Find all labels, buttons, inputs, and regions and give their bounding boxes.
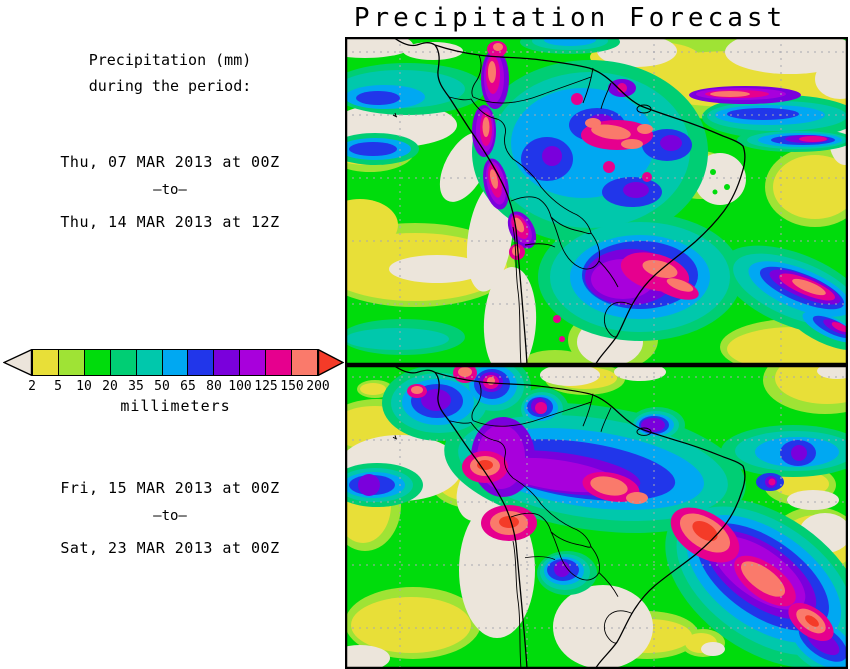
period1-end: Thu, 14 MAR 2013 at 12Z — [60, 213, 280, 231]
heading-line-1: Precipitation (mm) — [88, 51, 252, 69]
period1-start: Thu, 07 MAR 2013 at 00Z — [60, 153, 280, 171]
legend-tick-label: 50 — [154, 379, 170, 394]
legend-tick-label: 150 — [280, 379, 304, 394]
period2-separator: –to– — [153, 508, 187, 524]
legend-tick-label: 10 — [76, 379, 92, 394]
legend-color-box — [57, 349, 85, 376]
legend-color-box — [213, 349, 241, 376]
legend-tick-label: 100 — [228, 379, 252, 394]
page-title: Precipitation Forecast — [353, 3, 787, 33]
legend-color-box — [109, 349, 137, 376]
legend-color-box — [83, 349, 111, 376]
legend-tick-label: 80 — [206, 379, 222, 394]
map-frame-week2 — [345, 365, 848, 669]
legend-color-box — [161, 349, 189, 376]
precip-field-week2 — [345, 365, 848, 669]
color-scale-legend — [3, 349, 344, 376]
legend-color-box — [187, 349, 215, 376]
heading-line-2: during the period: — [88, 77, 252, 95]
legend-color-box — [291, 349, 318, 376]
legend-tick-label: 125 — [254, 379, 278, 394]
legend-tick-label: 65 — [180, 379, 196, 394]
period2-end: Sat, 23 MAR 2013 at 00Z — [60, 539, 280, 557]
period1-separator: –to– — [153, 182, 187, 198]
legend-color-box — [32, 349, 59, 376]
forecast-map-week2 — [345, 365, 848, 669]
legend-color-box — [265, 349, 293, 376]
legend-below-min-arrow — [3, 349, 32, 376]
forecast-map-week1 — [345, 37, 848, 365]
map-frame-week1 — [345, 37, 848, 365]
legend-color-box — [135, 349, 163, 376]
legend-tick-label: 200 — [306, 379, 330, 394]
period2-start: Fri, 15 MAR 2013 at 00Z — [60, 479, 280, 497]
legend-color-box — [239, 349, 267, 376]
legend-tick-label: 35 — [128, 379, 144, 394]
precip-field-week1 — [345, 37, 848, 365]
legend-tick-label: 5 — [54, 379, 62, 394]
lat-lon-gridlines — [345, 37, 848, 365]
legend-tick-label: 20 — [102, 379, 118, 394]
legend-tick-label: 2 — [28, 379, 36, 394]
lat-lon-gridlines — [345, 365, 848, 669]
legend-unit-label: millimeters — [120, 397, 231, 415]
legend-color-bar — [32, 349, 318, 376]
legend-above-max-arrow — [318, 349, 344, 376]
legend-heading: Precipitation (mm) during the period: — [0, 47, 340, 99]
legend-tick-row: 2 5 10 20 35 50 65 80 100 125 150 200 — [28, 379, 330, 394]
